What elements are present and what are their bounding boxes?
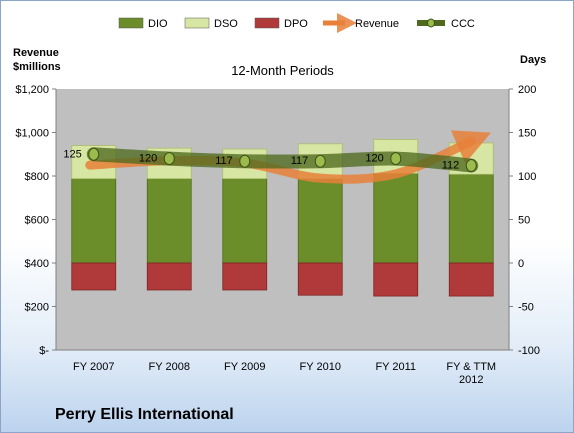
x-axis-tick-label: FY 2008 [149,361,190,373]
dio-bar [222,178,268,264]
ccc-series-line [86,147,479,173]
left-axis-tick-label: $200 [25,302,49,314]
legend-label-dso: DSO [214,18,238,30]
dpo-bar [146,262,192,291]
left-axis-tick-label: $- [39,345,49,357]
dio-bar [448,173,494,264]
left-axis-tick-label: $1,000 [15,128,49,140]
dio-bar [71,178,117,264]
legend-label-revenue: Revenue [355,18,399,30]
right-axis-tick-label: -100 [518,345,540,357]
ccc-point [390,152,402,166]
legend-label-dpo: DPO [284,18,308,30]
left-axis-tick-label: $800 [25,171,49,183]
right-axis-tick-label: -50 [518,302,534,314]
ccc-point [465,159,477,173]
left-axis-title: Revenue [13,47,59,59]
right-axis-title: Days [520,54,546,66]
x-axis-tick-label: FY 2009 [224,361,265,373]
dpo-bar [373,262,419,297]
ccc-data-label: 117 [215,155,233,167]
legend-dso-swatch [184,17,210,29]
dpo-bar [71,262,117,291]
ccc-point [88,147,100,161]
right-axis-tick-label: 0 [518,258,524,270]
right-axis-tick-label: 50 [518,215,530,227]
legend-label-dio: DIO [148,18,168,30]
x-axis-tick-label: FY & TTM [446,361,496,373]
legend-dpo-swatch [254,17,280,29]
dio-bar [146,178,192,264]
left-axis-tick-label: $400 [25,258,49,270]
dio-bar [297,178,343,264]
left-axis-title-unit: $millions [13,61,61,73]
right-axis-tick-label: 100 [518,171,536,183]
ccc-data-label: 117 [291,155,309,167]
dio-bar [373,172,419,264]
company-name: Perry Ellis International [55,406,234,423]
dpo-bar [448,262,494,297]
chart-subtitle: 12-Month Periods [231,63,334,78]
right-axis-tick-label: 150 [518,128,536,140]
ccc-data-label: 125 [63,148,81,160]
ccc-point [163,152,175,166]
ccc-point [314,154,326,168]
x-axis-tick-label: FY 2007 [73,361,114,373]
legend-dio-swatch [118,17,144,29]
x-axis-tick-label: FY 2010 [300,361,341,373]
ccc-data-label: 120 [365,153,383,165]
dpo-bar [222,262,268,291]
x-axis-tick-label: FY 2011 [375,361,416,373]
left-axis-tick-label: $1,200 [15,84,49,96]
legend-ccc-marker [427,18,435,28]
legend-label-ccc: CCC [451,18,475,30]
ccc-point [239,154,251,168]
x-axis-tick-label: 2012 [459,374,483,386]
left-axis-tick-label: $600 [25,215,49,227]
plot-area [56,89,509,350]
right-axis-tick-label: 200 [518,84,536,96]
ccc-data-label: 112 [442,160,460,172]
dpo-bar [297,262,343,296]
ccc-data-label: 120 [139,153,157,165]
